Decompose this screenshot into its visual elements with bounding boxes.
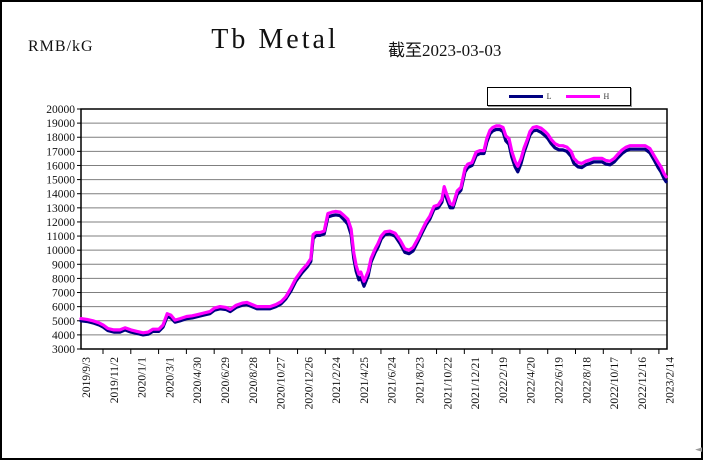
- legend-label-low: L: [546, 91, 552, 101]
- y-tick-label: 4000: [52, 330, 75, 342]
- y-axis-unit-label: RMB/kG: [28, 38, 94, 55]
- x-tick-label: 2023/2/14: [665, 357, 677, 404]
- plot-border: [80, 108, 668, 350]
- y-tick-label: 15000: [46, 175, 75, 187]
- y-tick-label: 18000: [46, 132, 75, 144]
- x-tick-label: 2020/1/1: [137, 357, 149, 398]
- y-axis-labels: 3000 4000 5000 6000 7000 8000 9000 10000 11000 12…: [46, 104, 75, 356]
- x-tick-label: 2019/9/3: [81, 357, 93, 398]
- x-tick-label: 2020/6/29: [220, 357, 232, 404]
- chart-title: Tb Metal: [211, 24, 339, 55]
- x-tick-label: 2021/6/24: [387, 357, 399, 404]
- legend-line-swatch-high: [565, 95, 600, 98]
- y-tick-label: 19000: [46, 118, 75, 130]
- x-tick-label: 2022/8/18: [581, 357, 593, 404]
- x-tick-label: 2021/12/21: [470, 357, 482, 410]
- y-tick-label: 13000: [46, 203, 75, 215]
- as-of-date-label: 截至2023-03-03: [388, 41, 502, 60]
- x-tick-label: 2021/10/22: [442, 357, 454, 410]
- x-tick-label: 2021/2/24: [331, 357, 343, 404]
- x-tick-label: 2020/4/30: [192, 357, 204, 404]
- x-tick-label: 2020/12/26: [303, 357, 315, 410]
- series-line-L: [79, 127, 668, 337]
- legend-box: L H: [487, 87, 631, 106]
- y-tick-label: 6000: [52, 302, 75, 314]
- y-tick-label: 5000: [52, 316, 75, 328]
- y-tick-label: 20000: [46, 104, 75, 116]
- y-tick-label: 16000: [46, 160, 75, 172]
- y-tick-label: 3000: [52, 344, 75, 356]
- x-axis-labels: 2019/9/3 2019/11/2 2020/1/1 2020/3/1 2020/4/…: [81, 349, 677, 409]
- x-tick-label: 2020/3/1: [164, 357, 176, 398]
- legend-item-low: L: [508, 91, 552, 101]
- gridlines: [77, 108, 667, 350]
- series-line-H: [79, 124, 668, 335]
- x-tick-label: 2022/12/16: [637, 357, 649, 410]
- y-tick-label: 11000: [47, 231, 76, 243]
- x-tick-label: 2020/8/28: [248, 357, 260, 404]
- x-tick-label: 2021/8/23: [415, 357, 427, 404]
- x-tick-label: 2019/11/2: [109, 357, 121, 403]
- y-tick-label: 8000: [52, 273, 75, 285]
- legend-line-swatch-low: [508, 95, 543, 98]
- y-tick-label: 9000: [52, 259, 75, 271]
- x-tick-label: 2022/10/17: [609, 357, 621, 410]
- x-tick-label: 2022/2/19: [498, 357, 510, 404]
- y-tick-label: 14000: [46, 189, 75, 201]
- legend-item-high: H: [565, 91, 610, 101]
- y-tick-label: 10000: [46, 245, 75, 257]
- x-tick-label: 2021/4/25: [359, 357, 371, 404]
- y-tick-label: 17000: [46, 146, 75, 158]
- y-tick-label: 7000: [52, 288, 75, 300]
- corner-arrow-icon: ◄: [695, 445, 702, 455]
- x-tick-label: 2022/4/20: [526, 357, 538, 404]
- y-tick-label: 12000: [46, 217, 75, 229]
- x-tick-label: 2022/6/19: [554, 357, 566, 404]
- legend-label-high: H: [603, 91, 610, 101]
- x-tick-label: 2020/10/27: [276, 357, 288, 410]
